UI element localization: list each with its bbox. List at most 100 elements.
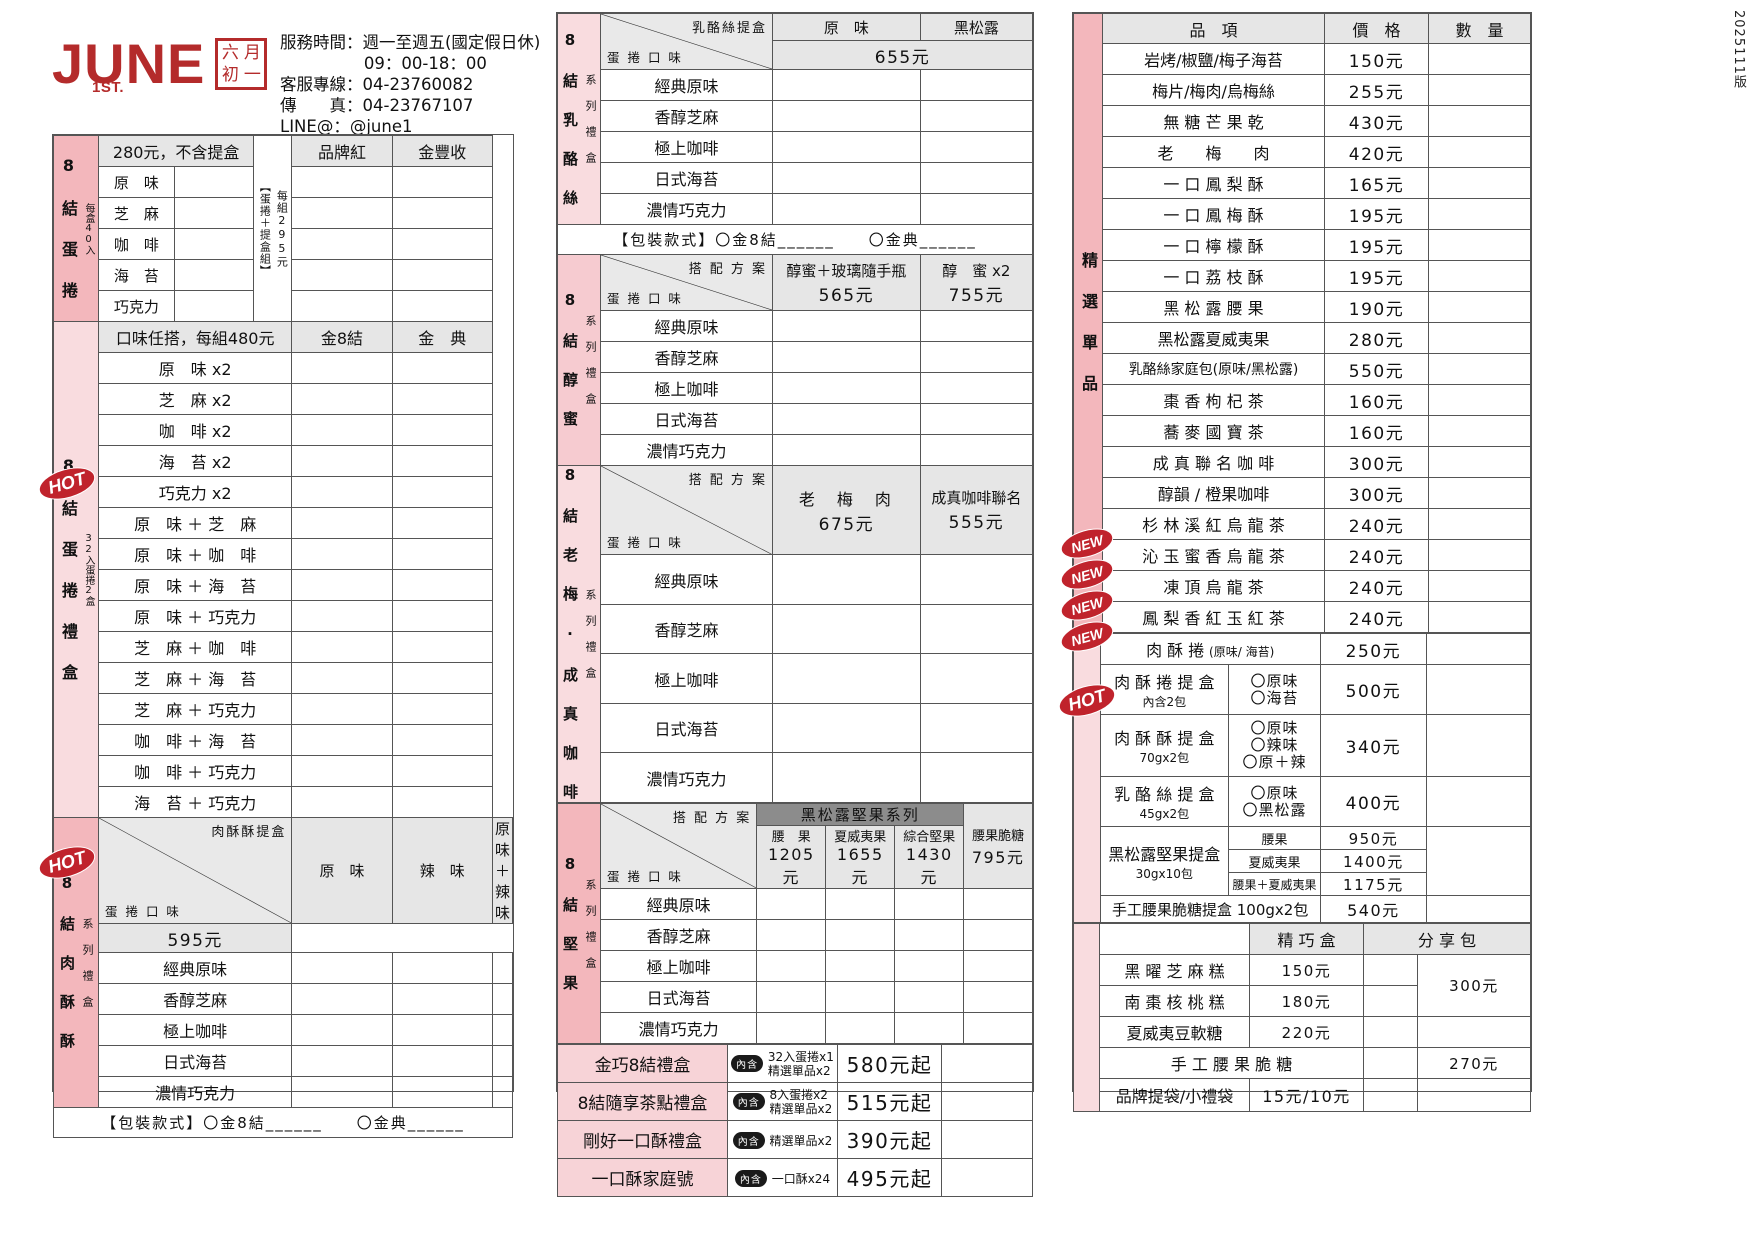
qty-cell[interactable] [291, 1045, 393, 1077]
qty-cell[interactable] [1428, 322, 1531, 354]
qty-cell[interactable] [291, 693, 393, 725]
qty-cell[interactable] [391, 507, 493, 539]
qty-cell[interactable] [1363, 985, 1418, 1017]
qty-cell[interactable] [291, 414, 393, 446]
qty-cell[interactable] [772, 131, 921, 163]
qty-cell[interactable] [391, 1045, 493, 1077]
qty-cell[interactable] [1428, 570, 1531, 602]
qty-cell[interactable] [391, 600, 493, 632]
qty-cell[interactable] [825, 1012, 896, 1044]
qty-cell[interactable] [391, 290, 493, 322]
qty-cell[interactable] [825, 919, 896, 951]
qty-cell[interactable] [491, 983, 514, 1015]
qty-cell[interactable] [391, 755, 493, 787]
qty-cell[interactable] [491, 1045, 514, 1077]
qty-cell[interactable] [756, 950, 827, 982]
qty-cell[interactable] [894, 981, 965, 1013]
qty-cell[interactable] [941, 1044, 1033, 1083]
cheese-package-footer[interactable]: 【包裝款式】〇金8結______ 〇金典______ [557, 224, 1033, 255]
qty-cell[interactable] [919, 341, 1034, 373]
qty-cell[interactable] [1428, 601, 1531, 633]
qty-cell[interactable] [825, 981, 896, 1013]
qty-cell[interactable] [1428, 415, 1531, 447]
qty-cell[interactable] [491, 1014, 514, 1046]
qty-cell[interactable] [391, 1076, 493, 1108]
qty-cell[interactable] [491, 952, 514, 984]
qty-cell[interactable] [1428, 43, 1531, 75]
option-0[interactable]: 〇原味 [1250, 783, 1299, 802]
qty-cell[interactable] [772, 162, 921, 194]
qty-cell[interactable] [919, 69, 1034, 101]
qty-cell[interactable] [1428, 167, 1531, 199]
qty-cell[interactable] [772, 193, 921, 225]
qty-cell[interactable] [1428, 198, 1531, 230]
qty-cell[interactable] [1428, 74, 1531, 106]
qty-cell[interactable] [1428, 477, 1531, 509]
qty-cell[interactable] [1425, 633, 1532, 665]
qty-cell[interactable] [391, 445, 493, 477]
special-options[interactable]: 〇原味 〇黑松露 [1228, 776, 1321, 827]
qty-cell[interactable] [391, 259, 493, 291]
qty-cell[interactable] [919, 193, 1034, 225]
qty-cell[interactable] [1428, 291, 1531, 323]
qty-cell[interactable] [391, 414, 493, 446]
qty-cell[interactable] [291, 290, 393, 322]
qty-cell[interactable] [291, 569, 393, 601]
qty-cell[interactable] [1363, 1078, 1418, 1112]
qty-cell[interactable] [391, 724, 493, 756]
qty-cell[interactable] [919, 310, 1034, 342]
qty-cell[interactable] [894, 1012, 965, 1044]
qty-cell[interactable] [291, 631, 393, 663]
qty-cell[interactable] [756, 919, 827, 951]
qty-cell[interactable] [291, 166, 393, 198]
qty-cell[interactable] [1428, 105, 1531, 137]
option-0[interactable]: 〇原味 [1250, 719, 1299, 737]
qty-cell[interactable] [941, 1082, 1033, 1121]
qty-cell[interactable] [391, 631, 493, 663]
qty-cell[interactable] [291, 724, 393, 756]
qty-cell[interactable] [963, 919, 1033, 951]
qty-cell[interactable] [391, 166, 493, 198]
qty-cell[interactable] [173, 259, 255, 291]
qty-cell[interactable] [291, 538, 393, 570]
qty-cell[interactable] [919, 403, 1034, 435]
qty-cell[interactable] [391, 383, 493, 415]
option-1[interactable]: 〇辣味 [1250, 736, 1299, 754]
qty-cell[interactable] [1425, 895, 1532, 923]
qty-cell[interactable] [291, 786, 393, 818]
qty-cell[interactable] [919, 653, 1034, 704]
qty-cell[interactable] [391, 538, 493, 570]
qty-cell[interactable] [291, 197, 393, 229]
qty-cell[interactable] [1363, 1016, 1418, 1048]
qty-cell[interactable] [391, 569, 493, 601]
qty-cell[interactable] [391, 1014, 493, 1046]
qty-cell[interactable] [919, 434, 1034, 466]
qty-cell[interactable] [291, 600, 393, 632]
qty-cell[interactable] [919, 702, 1034, 754]
qty-cell[interactable] [291, 983, 393, 1015]
qty-cell[interactable] [772, 554, 921, 605]
qty-cell[interactable] [919, 162, 1034, 194]
qty-cell[interactable] [963, 1012, 1033, 1044]
qty-cell[interactable] [291, 755, 393, 787]
qty-cell[interactable] [772, 752, 921, 803]
qty-cell[interactable] [894, 888, 965, 920]
qty-cell[interactable] [1425, 714, 1532, 777]
qty-cell[interactable] [391, 983, 493, 1015]
qty-cell[interactable] [391, 952, 493, 984]
qty-cell[interactable] [772, 69, 921, 101]
option-1[interactable]: 〇海苔 [1250, 688, 1299, 707]
qty-cell[interactable] [963, 888, 1033, 920]
qty-cell[interactable] [919, 131, 1034, 163]
qty-cell[interactable] [1428, 229, 1531, 261]
qty-cell[interactable] [1425, 826, 1532, 896]
qty-cell[interactable] [391, 786, 493, 818]
qty-cell[interactable] [1428, 508, 1531, 540]
qty-cell[interactable] [919, 554, 1034, 605]
qty-cell[interactable] [825, 950, 896, 982]
qty-cell[interactable] [772, 653, 921, 704]
qty-cell[interactable] [756, 1012, 827, 1044]
qty-cell[interactable] [1428, 136, 1531, 168]
option-2[interactable]: 〇原＋辣 [1242, 753, 1307, 771]
qty-cell[interactable] [825, 888, 896, 920]
